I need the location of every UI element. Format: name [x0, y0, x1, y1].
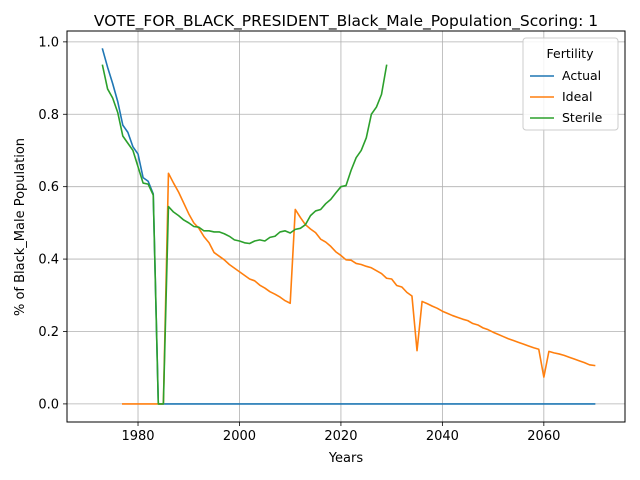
series-line-ideal [122, 172, 596, 405]
legend-label: Ideal [562, 89, 592, 104]
x-tick-label: 2020 [324, 429, 357, 444]
legend-entry-actual: Actual [530, 68, 601, 83]
y-tick-label: 0.2 [38, 325, 59, 340]
axis-ticks: 1980 2000 2020 2040 2060 0.0 0.2 0.4 0.6 0.8 1.0 [38, 35, 560, 444]
x-tick-label: 1980 [121, 429, 154, 444]
series-line-actual [101, 48, 596, 405]
legend-label: Sterile [562, 110, 603, 125]
legend-entries: Actual Ideal Sterile [530, 68, 603, 125]
plot-frame [66, 30, 626, 423]
legend-entry-ideal: Ideal [530, 89, 592, 104]
y-tick-label: 0.6 [38, 180, 59, 195]
y-tick-label: 0.0 [38, 397, 59, 412]
series-lines [101, 48, 596, 405]
y-tick-label: 0.8 [38, 108, 59, 123]
legend-label: Actual [562, 68, 601, 83]
x-tick-label: 2040 [426, 429, 459, 444]
chart-title: VOTE_FOR_BLACK_PRESIDENT_Black_Male_Popu… [94, 12, 598, 31]
legend-box [522, 37, 619, 131]
x-tick-label: 2060 [527, 429, 560, 444]
x-axis-label: Years [328, 451, 364, 466]
y-tick-label: 1.0 [38, 35, 59, 50]
x-tick-label: 2000 [223, 429, 256, 444]
series-line-sterile [101, 64, 388, 405]
y-axis-label: % of Black_Male Population [13, 138, 28, 316]
y-tick-label: 0.4 [38, 253, 59, 268]
legend-entry-sterile: Sterile [530, 110, 603, 125]
legend: Fertility Actual Ideal Sterile [522, 37, 619, 131]
legend-title: Fertility [547, 46, 595, 61]
